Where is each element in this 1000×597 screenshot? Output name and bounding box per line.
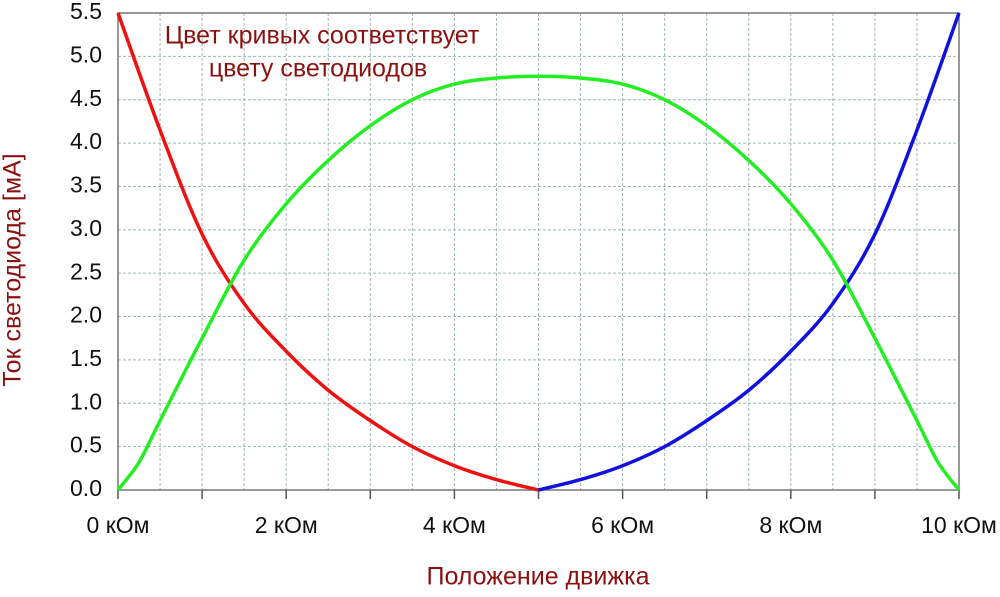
- line-series: [538, 12, 961, 492]
- y-tick-label: 5.5: [70, 0, 102, 24]
- y-tick-label: 3.5: [70, 172, 102, 198]
- y-tick-label: 5.0: [70, 41, 102, 67]
- x-tick-label: 8 кОм: [759, 512, 822, 538]
- line-series: [116, 74, 961, 492]
- y-tick-label: 3.0: [70, 215, 102, 241]
- y-tick-label: 0.0: [70, 475, 102, 501]
- annotation: цвету светодиодов: [209, 55, 427, 83]
- y-tick-label: 4.5: [70, 85, 102, 111]
- y-tick-label: 2.0: [70, 302, 102, 328]
- x-axis-label: Положение движка: [426, 563, 649, 591]
- x-tick-label: 6 кОм: [591, 512, 654, 538]
- y-tick-label: 1.5: [70, 345, 102, 371]
- x-tick-label: 2 кОм: [255, 512, 318, 538]
- y-tick-label: 4.0: [70, 128, 102, 154]
- y-tick-label: 1.0: [70, 388, 102, 414]
- x-tick-label: 0 кОм: [87, 512, 150, 538]
- x-tick-label: 4 кОм: [423, 512, 486, 538]
- y-tick-label: 2.5: [70, 258, 102, 284]
- y-axis-label: Ток светодиода [мА]: [0, 153, 27, 386]
- x-tick-label: 10 кОм: [921, 512, 997, 538]
- annotation: Цвет кривых соответствует: [165, 22, 480, 50]
- y-tick-label: 0.5: [70, 432, 102, 458]
- line-series: [116, 12, 539, 492]
